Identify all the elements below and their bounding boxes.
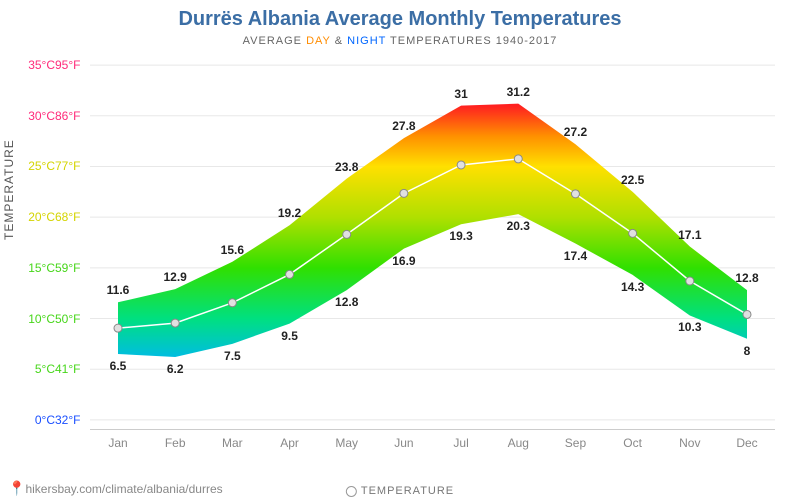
x-tick-month: Feb [150, 436, 200, 450]
x-tick-month: Dec [722, 436, 772, 450]
legend-day-word: DAY [306, 35, 331, 47]
temperature-band [118, 104, 747, 357]
y-tick-c: 25°C [20, 159, 55, 173]
day-value-label: 12.9 [163, 270, 186, 284]
source-footer: 📍hikersbay.com/climate/albania/durres [8, 480, 223, 497]
data-marker [457, 161, 465, 169]
data-marker [571, 190, 579, 198]
data-marker [171, 319, 179, 327]
legend-marker-icon [346, 486, 357, 497]
night-value-label: 6.5 [110, 359, 127, 373]
night-value-label: 7.5 [224, 349, 241, 363]
night-value-label: 8 [744, 344, 751, 358]
y-tick-c: 10°C [20, 312, 55, 326]
day-value-label: 15.6 [221, 243, 244, 257]
data-marker [286, 270, 294, 278]
night-value-label: 20.3 [507, 219, 530, 233]
data-marker [743, 310, 751, 318]
night-value-label: 10.3 [678, 320, 701, 334]
x-tick-month: May [322, 436, 372, 450]
y-tick-c: 20°C [20, 210, 55, 224]
y-tick-c: 30°C [20, 109, 55, 123]
x-tick-month: Oct [608, 436, 658, 450]
night-value-label: 12.8 [335, 295, 358, 309]
day-value-label: 23.8 [335, 160, 358, 174]
night-value-label: 19.3 [449, 229, 472, 243]
y-tick-f: 32°F [55, 413, 85, 427]
day-value-label: 22.5 [621, 173, 644, 187]
chart-container: Durrës Albania Average Monthly Temperatu… [0, 0, 800, 500]
night-value-label: 14.3 [621, 280, 644, 294]
y-axis-title: TEMPERATURE [2, 139, 16, 240]
day-value-label: 31.2 [507, 85, 530, 99]
y-tick-c: 0°C [20, 413, 55, 427]
chart-subtitle: AVERAGE DAY & NIGHT TEMPERATURES 1940-20… [0, 35, 800, 47]
y-tick-f: 41°F [55, 362, 85, 376]
x-tick-month: Sep [550, 436, 600, 450]
data-marker [343, 230, 351, 238]
y-tick-f: 86°F [55, 109, 85, 123]
y-tick-c: 35°C [20, 58, 55, 72]
night-value-label: 9.5 [281, 329, 298, 343]
day-value-label: 19.2 [278, 206, 301, 220]
source-url: hikersbay.com/climate/albania/durres [25, 482, 222, 496]
x-tick-month: Nov [665, 436, 715, 450]
legend-night-word: NIGHT [347, 35, 386, 47]
x-tick-month: Apr [265, 436, 315, 450]
day-value-label: 27.2 [564, 125, 587, 139]
y-tick-f: 59°F [55, 261, 85, 275]
data-marker [114, 324, 122, 332]
data-marker [514, 155, 522, 163]
day-value-label: 11.6 [107, 283, 130, 297]
x-tick-month: Jun [379, 436, 429, 450]
x-tick-month: Jul [436, 436, 486, 450]
x-tick-month: Mar [207, 436, 257, 450]
chart-title: Durrës Albania Average Monthly Temperatu… [0, 0, 800, 31]
night-value-label: 17.4 [564, 249, 587, 263]
y-tick-f: 95°F [55, 58, 85, 72]
day-value-label: 12.8 [735, 271, 758, 285]
y-tick-c: 5°C [20, 362, 55, 376]
data-marker [686, 277, 694, 285]
day-value-label: 17.1 [678, 228, 701, 242]
x-tick-month: Jan [93, 436, 143, 450]
day-value-label: 31 [454, 87, 467, 101]
map-pin-icon: 📍 [8, 480, 25, 496]
y-tick-f: 77°F [55, 159, 85, 173]
y-tick-f: 68°F [55, 210, 85, 224]
y-tick-f: 50°F [55, 312, 85, 326]
data-marker [228, 299, 236, 307]
data-marker [400, 189, 408, 197]
x-tick-month: Aug [493, 436, 543, 450]
legend: TEMPERATURE [346, 485, 454, 497]
data-marker [629, 229, 637, 237]
day-value-label: 27.8 [392, 119, 415, 133]
y-tick-c: 15°C [20, 261, 55, 275]
plot-area [90, 55, 775, 430]
night-value-label: 6.2 [167, 362, 184, 376]
night-value-label: 16.9 [392, 254, 415, 268]
